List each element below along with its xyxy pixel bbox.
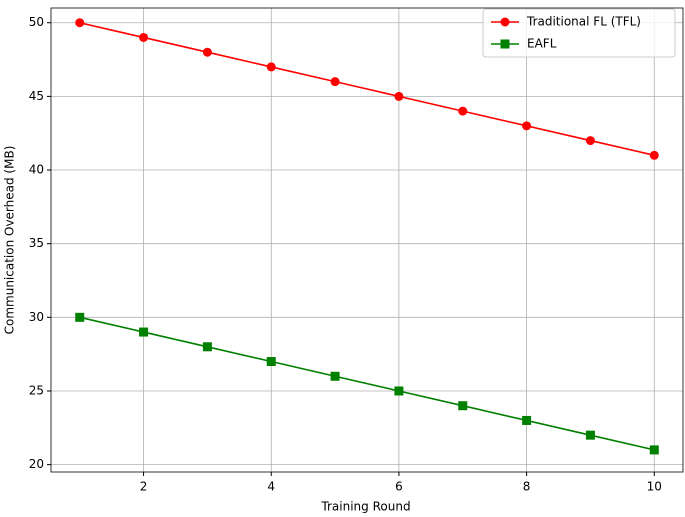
marker xyxy=(585,430,595,440)
marker xyxy=(458,401,468,411)
marker xyxy=(75,18,85,28)
y-tick-label: 20 xyxy=(29,457,44,471)
legend-label: Traditional FL (TFL) xyxy=(526,15,641,29)
marker xyxy=(585,136,595,146)
marker xyxy=(394,91,404,101)
x-tick-label: 10 xyxy=(647,480,662,494)
marker xyxy=(330,77,340,87)
y-tick-label: 40 xyxy=(29,163,44,177)
series-line xyxy=(79,316,655,451)
plot-frame xyxy=(50,7,684,473)
x-tick-label: 2 xyxy=(140,480,148,494)
y-tick-label: 25 xyxy=(29,383,44,397)
marker xyxy=(139,327,149,337)
marker xyxy=(500,39,510,49)
x-tick-label: 8 xyxy=(523,480,531,494)
x-tick-label: 4 xyxy=(267,480,275,494)
y-tick-label: 50 xyxy=(29,15,44,29)
legend-box xyxy=(482,8,676,58)
marker xyxy=(394,386,404,396)
marker xyxy=(266,62,276,72)
marker xyxy=(522,415,532,425)
y-tick-label: 35 xyxy=(29,236,44,250)
legend: Traditional FL (TFL) EAFL xyxy=(482,8,676,58)
marker xyxy=(649,150,659,160)
marker xyxy=(75,312,85,322)
marker xyxy=(330,371,340,381)
y-axis-label: Communication Overhead (MB) xyxy=(3,146,17,335)
y-tick-label: 45 xyxy=(29,89,44,103)
marker xyxy=(458,106,468,116)
x-tick-label: 6 xyxy=(395,480,403,494)
marker xyxy=(649,445,659,455)
marker xyxy=(266,357,276,367)
marker xyxy=(139,32,149,42)
legend-label: EAFL xyxy=(527,37,557,51)
y-tick-label: 30 xyxy=(29,310,44,324)
marker xyxy=(202,342,212,352)
marker xyxy=(522,121,532,131)
series-line xyxy=(79,21,655,157)
marker xyxy=(202,47,212,57)
marker xyxy=(500,17,510,27)
x-axis-label: Training Round xyxy=(320,500,410,514)
